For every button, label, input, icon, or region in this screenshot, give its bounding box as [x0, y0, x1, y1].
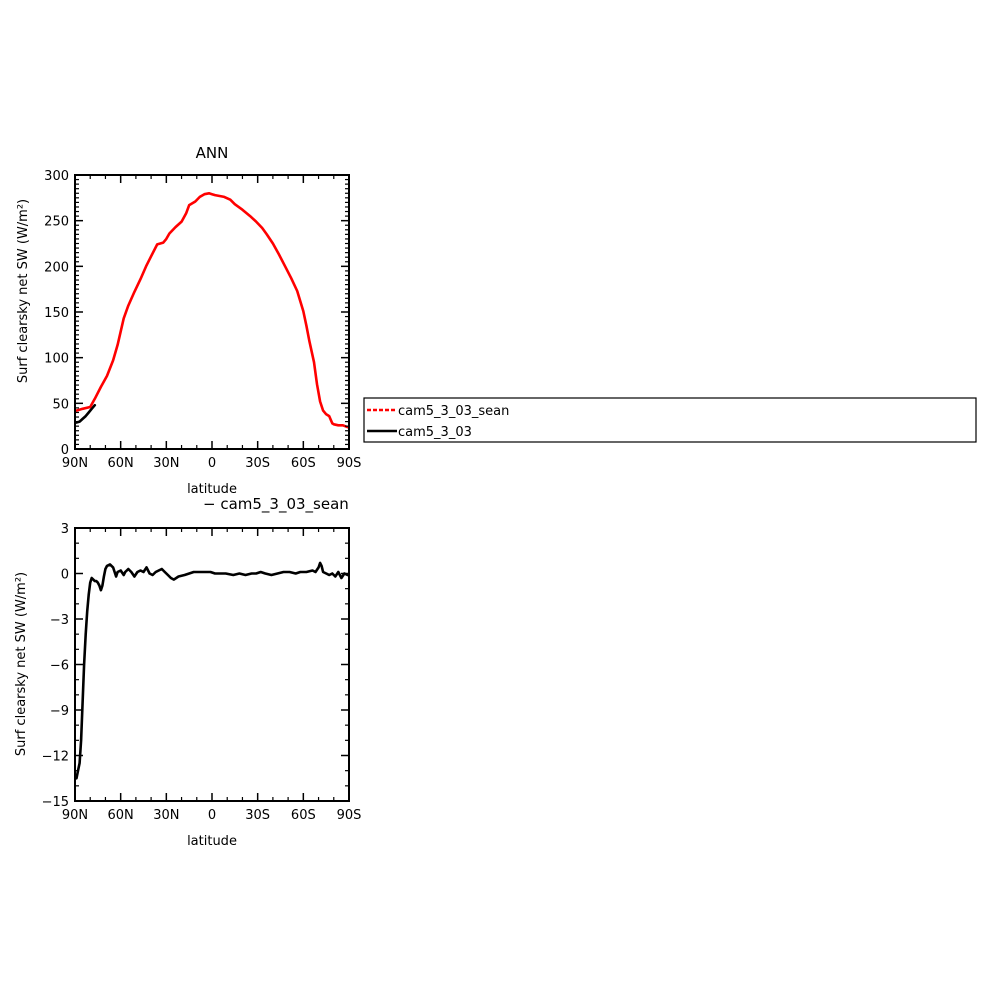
- legend-label-1: cam5_3_03_sean: [398, 404, 509, 419]
- y-tick-label: 300: [44, 169, 69, 184]
- legend-box: [363, 397, 977, 443]
- legend-entry-2: cam5_3_03: [367, 425, 472, 440]
- legend-label-2: cam5_3_03: [398, 425, 472, 440]
- x-tick-label: 60N: [108, 808, 134, 823]
- x-tick-label: 90S: [337, 456, 362, 471]
- y-tick-label: 200: [44, 260, 69, 275]
- x-tick-label: 30S: [245, 456, 270, 471]
- plot-frame: [74, 174, 350, 450]
- x-tick-label: 0: [208, 456, 216, 471]
- x-tick-label: 30N: [153, 456, 179, 471]
- series-line-cam5-3-03: [75, 403, 97, 424]
- series-line-cam5-3-03-sean: [75, 192, 349, 429]
- plot-frame: [74, 527, 350, 802]
- y-axis-title: Surf clearsky net SW (W/m²): [16, 199, 31, 383]
- axis-ticks: 90N 60N 30N 0 30S 60S 90S 3 0 −3 −6 −9 −12 −15: [42, 522, 362, 823]
- bottom-chart-panel: − cam5_3_03_sean 90N 60N 30N 0 30S 60S 90S 3 0 −3…: [14, 495, 361, 849]
- legend-entry-1: cam5_3_03_sean: [367, 404, 509, 419]
- series-line-difference: [75, 561, 349, 780]
- x-tick-label: 30N: [153, 808, 179, 823]
- axis-ticks: 90N 60N 30N 0 30S 60S 90S 0 50 100 150 200 250 300: [44, 169, 361, 471]
- y-tick-label: −3: [50, 613, 69, 628]
- x-tick-label: 0: [208, 808, 216, 823]
- chart-title: ANN: [196, 144, 229, 162]
- y-tick-label: −12: [42, 750, 69, 765]
- y-tick-label: 50: [52, 397, 69, 412]
- series-lines: [75, 561, 349, 780]
- series-lines: [75, 192, 349, 429]
- y-axis-title: Surf clearsky net SW (W/m²): [14, 572, 29, 756]
- x-tick-label: 90S: [337, 808, 362, 823]
- x-tick-label: 60S: [291, 456, 316, 471]
- y-tick-label: 150: [44, 306, 69, 321]
- y-tick-label: −9: [50, 704, 69, 719]
- x-tick-label: 30S: [245, 808, 270, 823]
- difference-title: − cam5_3_03_sean: [203, 495, 349, 514]
- y-tick-label: 250: [44, 215, 69, 230]
- x-axis-title: latitude: [187, 834, 237, 849]
- y-tick-label: −15: [42, 795, 69, 810]
- y-tick-label: 100: [44, 352, 69, 367]
- legend: cam5_3_03_sean cam5_3_03: [363, 397, 977, 443]
- x-tick-label: 90N: [62, 456, 88, 471]
- x-tick-label: 60S: [291, 808, 316, 823]
- x-tick-label: 60N: [108, 456, 134, 471]
- y-tick-label: 0: [61, 443, 69, 458]
- x-axis-title: latitude: [187, 482, 237, 497]
- y-tick-label: 3: [61, 522, 69, 537]
- x-tick-label: 90N: [62, 808, 88, 823]
- top-chart-panel: ANN 90N 60N 30N 0 30S 60S 90S 0 50 100 150 200 250 30…: [16, 144, 361, 497]
- y-tick-label: −6: [50, 659, 69, 674]
- y-tick-label: 0: [61, 568, 69, 583]
